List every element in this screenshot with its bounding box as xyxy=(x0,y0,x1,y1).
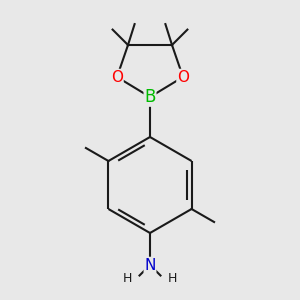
Text: B: B xyxy=(144,88,156,106)
Text: O: O xyxy=(111,70,123,85)
Text: O: O xyxy=(177,70,189,85)
Text: H: H xyxy=(123,272,132,285)
Text: H: H xyxy=(168,272,177,285)
Text: N: N xyxy=(144,257,156,272)
